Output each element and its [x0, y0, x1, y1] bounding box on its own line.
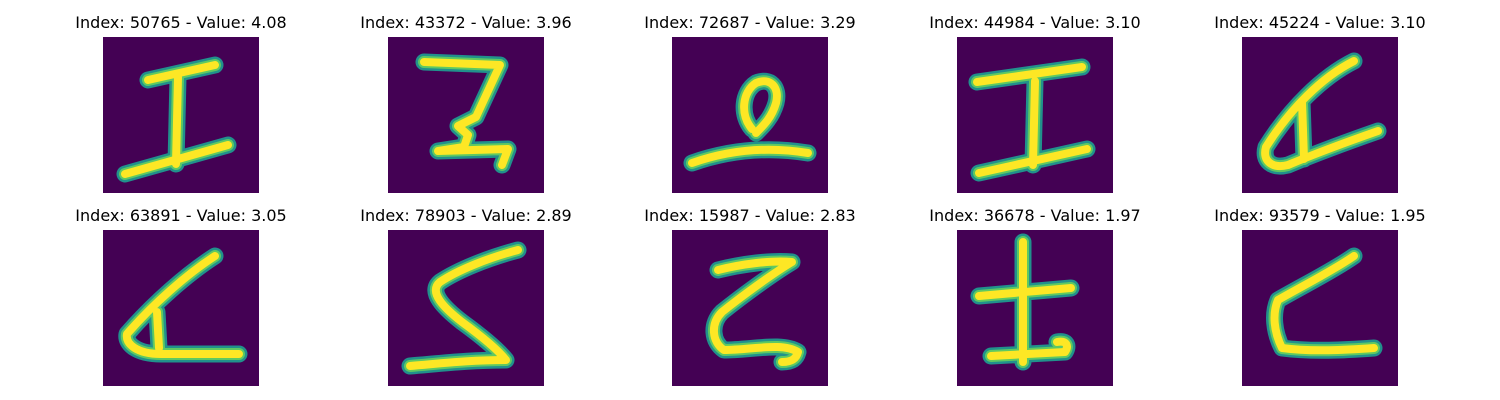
digit-panel [1242, 37, 1398, 193]
panel-title: Index: 36678 - Value: 1.97 [929, 206, 1141, 225]
digit-2-loop-icon [672, 37, 828, 193]
digit-z-icon [388, 37, 544, 193]
digit-panel [103, 230, 259, 386]
digit-cross-icon [957, 230, 1113, 386]
digit-panel [957, 37, 1113, 193]
panel-title: Index: 72687 - Value: 3.29 [644, 13, 856, 32]
digit-i-icon [957, 37, 1113, 193]
panel-title: Index: 45224 - Value: 3.10 [1214, 13, 1426, 32]
digit-panel [672, 230, 828, 386]
digit-s-icon [388, 230, 544, 386]
digit-panel [672, 37, 828, 193]
digit-panel [388, 37, 544, 193]
digit-a-icon [103, 230, 259, 386]
digit-z-icon [672, 230, 828, 386]
panel-title: Index: 44984 - Value: 3.10 [929, 13, 1141, 32]
digit-panel [103, 37, 259, 193]
panel-title: Index: 43372 - Value: 3.96 [360, 13, 572, 32]
digit-a-icon [1242, 37, 1398, 193]
panel-title: Index: 63891 - Value: 3.05 [75, 206, 287, 225]
digit-panel [957, 230, 1113, 386]
panel-title: Index: 78903 - Value: 2.89 [360, 206, 572, 225]
digit-l-icon [1242, 230, 1398, 386]
digit-panel [1242, 230, 1398, 386]
panel-title: Index: 93579 - Value: 1.95 [1214, 206, 1426, 225]
panel-title: Index: 15987 - Value: 2.83 [644, 206, 856, 225]
digit-i-icon [103, 37, 259, 193]
digit-panel [388, 230, 544, 386]
panel-title: Index: 50765 - Value: 4.08 [75, 13, 287, 32]
